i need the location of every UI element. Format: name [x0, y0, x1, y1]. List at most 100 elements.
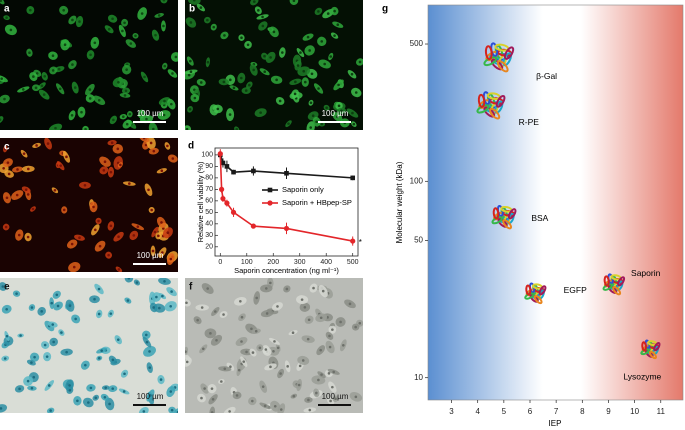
- nucleus: [329, 399, 332, 403]
- nucleus: [109, 170, 113, 174]
- nucleus: [26, 193, 30, 196]
- nucleus: [258, 346, 262, 350]
- nucleus: [303, 80, 307, 84]
- nucleus: [237, 368, 241, 372]
- nucleus: [143, 75, 146, 79]
- nucleus: [240, 36, 243, 39]
- nucleus: [188, 107, 192, 111]
- nucleus: [317, 378, 320, 382]
- nucleus: [60, 331, 63, 334]
- nucleus: [210, 411, 214, 413]
- nucleus: [250, 327, 253, 331]
- nucleus: [42, 93, 46, 96]
- nucleus: [279, 408, 283, 411]
- nucleus: [320, 373, 323, 376]
- cells: [185, 0, 363, 130]
- scale-bar-label: 100 µm: [322, 392, 349, 401]
- nucleus: [148, 366, 152, 369]
- nucleus: [265, 312, 269, 315]
- nucleus: [160, 221, 163, 224]
- nucleus: [163, 279, 166, 283]
- nucleus: [222, 313, 225, 316]
- nucleus: [129, 42, 133, 45]
- nucleus: [80, 110, 83, 114]
- nucleus: [291, 331, 295, 335]
- nucleus: [211, 397, 215, 401]
- marker: [231, 169, 236, 175]
- nucleus: [84, 127, 87, 130]
- legend-label: Saporin only: [282, 185, 324, 194]
- helix: [653, 342, 661, 352]
- nucleus: [301, 359, 305, 362]
- nucleus: [89, 53, 92, 57]
- nucleus: [170, 290, 173, 293]
- nucleus: [50, 301, 54, 305]
- nucleus: [55, 293, 59, 297]
- nucleus: [76, 399, 79, 403]
- protein-label: R-PE: [519, 117, 540, 127]
- annotation: *: [359, 238, 362, 247]
- nucleus: [152, 306, 155, 309]
- nucleus: [70, 114, 74, 117]
- nucleus: [292, 0, 296, 3]
- helix: [477, 93, 486, 108]
- nucleus: [121, 29, 124, 33]
- helix: [533, 295, 543, 305]
- nucleus: [51, 54, 55, 58]
- nucleus: [152, 149, 156, 153]
- nucleus: [128, 112, 132, 116]
- nucleus: [111, 17, 114, 21]
- marker: [220, 160, 226, 166]
- nucleus: [294, 80, 297, 84]
- nucleus: [273, 404, 277, 408]
- nucleus: [103, 395, 107, 399]
- nucleus: [171, 72, 174, 75]
- nucleus: [142, 138, 146, 140]
- nucleus: [358, 60, 362, 64]
- nucleus: [309, 101, 313, 105]
- nucleus: [263, 70, 267, 74]
- nucleus: [228, 410, 231, 413]
- micrograph: [0, 0, 178, 130]
- nucleus: [122, 390, 126, 393]
- nucleus: [210, 387, 214, 390]
- x-tick-label: 0: [218, 259, 222, 266]
- nucleus: [292, 394, 296, 398]
- nucleus: [206, 18, 209, 22]
- nucleus: [185, 127, 189, 130]
- nucleus: [46, 142, 50, 145]
- nucleus: [93, 41, 97, 45]
- nucleus: [263, 54, 266, 58]
- nucleus: [18, 387, 21, 391]
- nucleus: [317, 10, 320, 13]
- nucleus: [169, 390, 173, 393]
- y-tick-label: 80: [205, 175, 213, 182]
- nucleus: [19, 334, 22, 337]
- nucleus: [147, 188, 150, 192]
- nucleus: [216, 107, 220, 111]
- nucleus: [308, 49, 311, 52]
- nucleus: [93, 297, 96, 301]
- helix: [492, 207, 500, 220]
- nucleus: [158, 306, 161, 310]
- marker: [350, 175, 356, 181]
- y-tick-label: 20: [205, 244, 213, 251]
- nucleus: [228, 113, 232, 116]
- nucleus: [163, 99, 166, 103]
- nucleus: [285, 287, 289, 291]
- nucleus: [83, 183, 87, 187]
- nucleus: [68, 384, 71, 387]
- helix: [612, 286, 622, 296]
- nucleus: [117, 268, 121, 271]
- legend-label: Saporin + HBpep-SP: [282, 198, 352, 207]
- nucleus: [34, 86, 38, 90]
- nucleus: [104, 386, 108, 389]
- nucleus: [33, 355, 36, 359]
- nucleus: [235, 128, 239, 130]
- helix: [503, 46, 515, 60]
- nucleus: [189, 21, 193, 24]
- nucleus: [240, 315, 244, 319]
- panel-label: g: [382, 4, 388, 15]
- nucleus: [261, 24, 265, 28]
- nucleus: [157, 14, 161, 17]
